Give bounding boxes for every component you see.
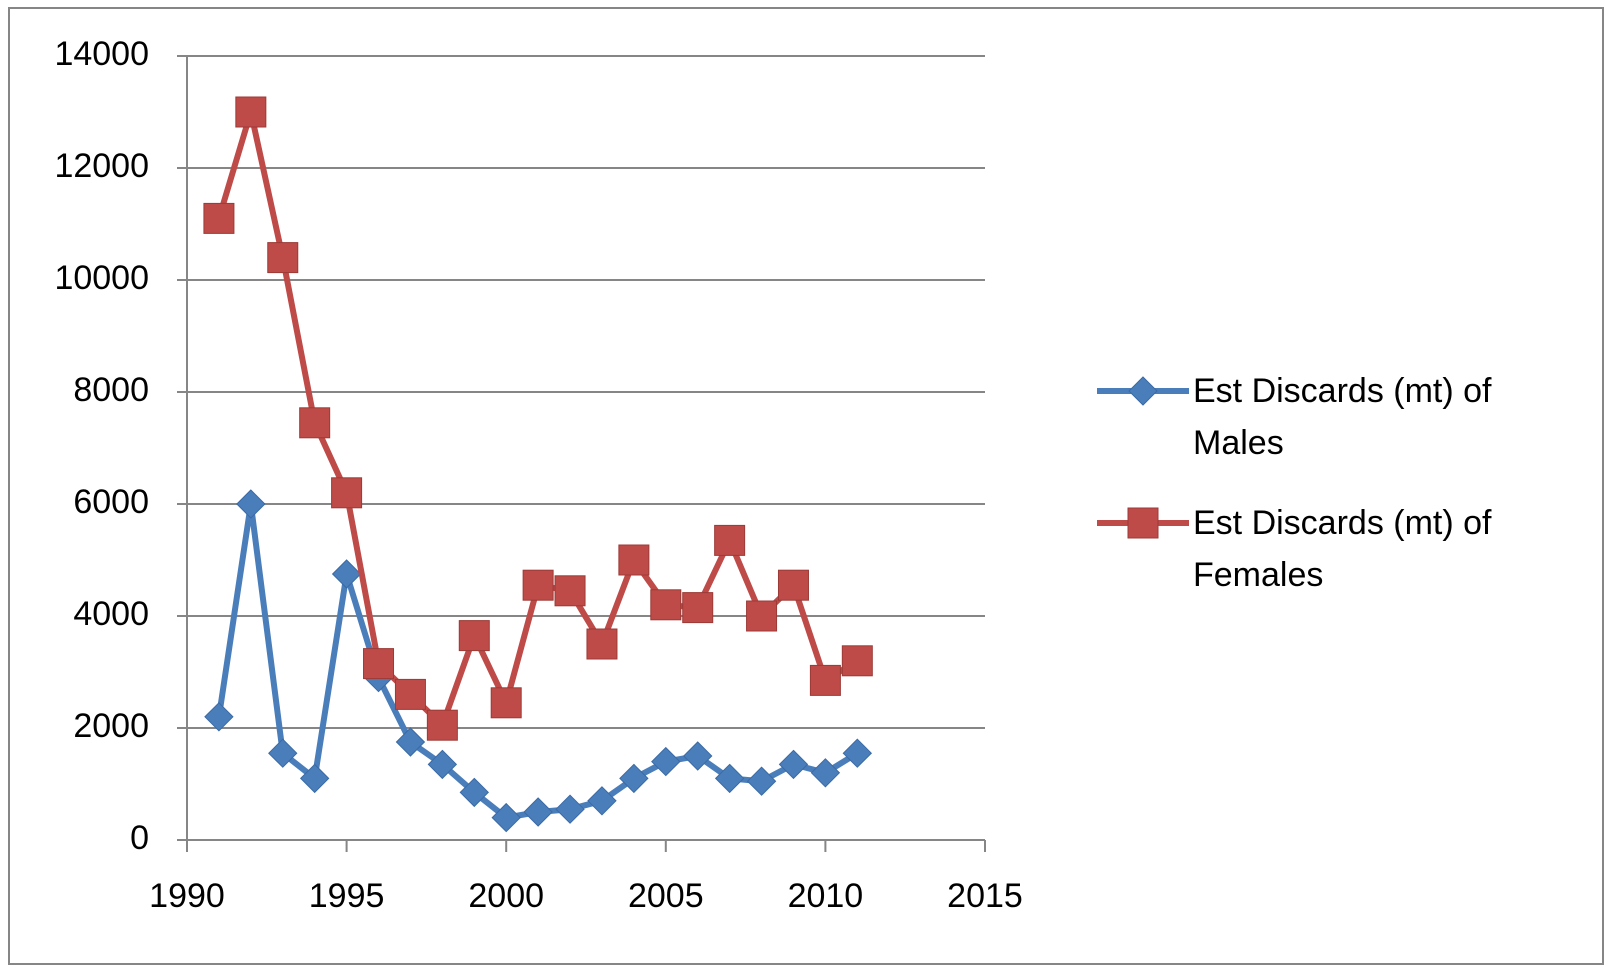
marker bbox=[394, 678, 426, 710]
x-tick-label: 2000 bbox=[468, 877, 544, 915]
x-tick-label: 2005 bbox=[628, 877, 704, 915]
legend-label: Est Discards (mt) of Males bbox=[1193, 372, 1492, 462]
marker bbox=[810, 758, 841, 788]
marker bbox=[682, 592, 714, 624]
legend-icon bbox=[1097, 376, 1189, 406]
x-tick-label: 1990 bbox=[149, 877, 225, 915]
marker bbox=[299, 763, 330, 794]
marker bbox=[842, 738, 873, 768]
marker bbox=[778, 749, 809, 780]
marker bbox=[587, 786, 617, 816]
legend-item: Est Discards (mt) of Males bbox=[1095, 365, 1495, 469]
y-tick-label: 6000 bbox=[73, 483, 149, 521]
marker bbox=[746, 766, 777, 796]
legend: Est Discards (mt) of Males Est Discards (… bbox=[1095, 365, 1495, 629]
marker bbox=[777, 569, 809, 601]
marker bbox=[395, 727, 426, 757]
marker bbox=[1127, 507, 1159, 539]
marker bbox=[683, 741, 713, 771]
marker bbox=[427, 749, 458, 780]
marker bbox=[235, 96, 267, 128]
marker bbox=[459, 777, 489, 808]
legend-item: Est Discards (mt) of Females bbox=[1095, 497, 1495, 601]
y-tick-label: 0 bbox=[130, 819, 149, 857]
marker bbox=[331, 477, 363, 509]
y-tick-label: 14000 bbox=[54, 35, 149, 73]
marker bbox=[299, 407, 331, 439]
marker bbox=[236, 489, 266, 519]
y-tick-label: 12000 bbox=[54, 147, 149, 185]
marker bbox=[714, 524, 746, 556]
marker bbox=[586, 628, 618, 660]
marker bbox=[555, 794, 585, 824]
marker bbox=[746, 600, 778, 632]
legend-label: Est Discards (mt) of Females bbox=[1193, 504, 1492, 594]
marker bbox=[490, 687, 522, 719]
marker bbox=[331, 559, 362, 589]
y-tick-label: 10000 bbox=[54, 259, 149, 297]
x-tick-label: 1995 bbox=[309, 877, 385, 915]
series bbox=[204, 489, 873, 833]
marker bbox=[554, 575, 586, 607]
y-tick-label: 2000 bbox=[73, 707, 149, 745]
marker bbox=[809, 664, 841, 696]
marker bbox=[458, 620, 490, 652]
y-tick-label: 8000 bbox=[73, 371, 149, 409]
marker bbox=[841, 645, 873, 677]
y-tick-label: 4000 bbox=[73, 595, 149, 633]
marker bbox=[363, 648, 395, 680]
marker bbox=[618, 544, 650, 576]
marker bbox=[1128, 376, 1158, 406]
x-tick-label: 2010 bbox=[788, 877, 864, 915]
marker bbox=[203, 202, 235, 234]
x-tick-label: 2015 bbox=[947, 877, 1023, 915]
marker bbox=[523, 797, 553, 827]
legend-icon bbox=[1097, 507, 1189, 539]
marker bbox=[651, 746, 681, 777]
marker bbox=[267, 242, 299, 274]
marker bbox=[268, 738, 298, 768]
chart-border bbox=[8, 7, 1604, 965]
marker bbox=[426, 709, 458, 741]
marker bbox=[204, 702, 234, 732]
series bbox=[203, 96, 873, 741]
marker bbox=[714, 763, 745, 794]
marker bbox=[619, 763, 649, 794]
marker bbox=[650, 589, 682, 621]
marker bbox=[522, 569, 554, 601]
marker bbox=[491, 802, 521, 833]
